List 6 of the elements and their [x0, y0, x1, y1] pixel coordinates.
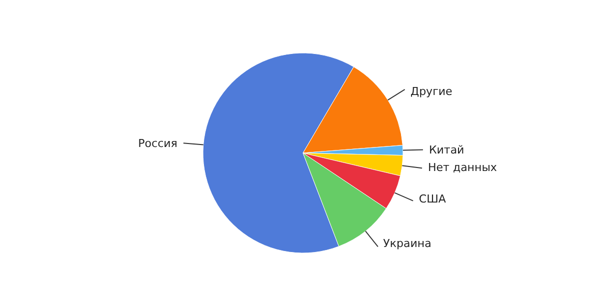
slice-label: Украина	[383, 237, 432, 250]
slice-label: Китай	[428, 143, 464, 156]
slice-label: Россия	[138, 136, 178, 150]
slice-label: США	[418, 192, 446, 206]
slice-label: Другие	[410, 85, 452, 98]
slice-label: Нет данных	[428, 161, 498, 174]
